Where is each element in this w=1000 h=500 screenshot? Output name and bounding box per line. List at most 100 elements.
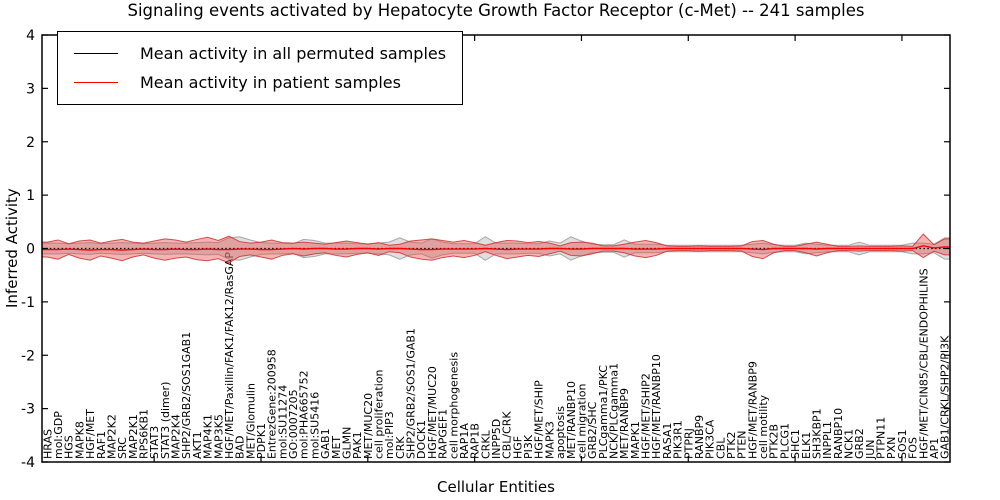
x-category-label: SHC1 <box>789 429 802 459</box>
x-category-label: HGF/MET/RANBP10 <box>650 354 663 459</box>
x-category-label: HGF <box>511 436 524 459</box>
x-category-label: RANBP10 <box>832 408 845 459</box>
x-category-label: AKT1 <box>191 431 204 459</box>
x-category-label: MAPK1 <box>629 421 642 459</box>
x-category-label: HGF/MET/Paxillin/FAK1/FAK12/RasGAP <box>223 252 236 459</box>
x-category-label: INPPL1 <box>821 421 834 459</box>
x-category-label: GRB2/SHC <box>586 401 599 459</box>
x-category-label: NCK/PLCgamma1 <box>608 363 621 459</box>
y-tick-label: 2 <box>26 135 35 151</box>
y-axis-label: Inferred Activity <box>3 188 21 309</box>
x-category-label: SOS1 <box>896 429 909 459</box>
x-category-label: GRB2 <box>853 428 866 459</box>
chart-title: Signaling events activated by Hepatocyte… <box>127 1 865 20</box>
legend-label: Mean activity in patient samples <box>140 73 401 92</box>
x-category-label: PAK1 <box>351 431 364 459</box>
x-category-label: HGF/MET/SHIP <box>533 380 546 459</box>
x-category-label: BAD <box>234 435 247 459</box>
x-category-label: cell proliferation <box>372 369 385 459</box>
legend-item-permuted: Mean activity in all permuted samples <box>74 39 446 68</box>
x-category-label: cell morphogenesis <box>447 352 460 459</box>
y-tick-label: 1 <box>26 188 35 204</box>
x-category-label: SH3KBP1 <box>810 408 823 459</box>
x-category-label: PIK3CA <box>704 419 717 459</box>
x-category-label: HGS <box>63 435 76 459</box>
x-category-label: RAP1A <box>458 423 471 459</box>
x-category-label: FOS <box>907 437 920 459</box>
x-category-label: mol:PIP3 <box>383 411 396 459</box>
x-category-label: RASA1 <box>661 423 674 459</box>
x-category-label: HGF/MET/MUC20 <box>426 366 439 459</box>
x-category-label: mol:SU11274 <box>276 385 289 459</box>
x-category-label: PTK2 <box>725 431 738 459</box>
x-category-label: ELK1 <box>800 432 813 459</box>
x-category-label: MET <box>330 436 343 459</box>
x-category-label: cell motility <box>757 394 770 459</box>
x-category-label: PDPK1 <box>255 423 268 459</box>
x-category-label: MAP2K1 <box>127 414 140 459</box>
legend: Mean activity in all permuted samples Me… <box>57 31 464 105</box>
x-category-label: cell migration <box>575 383 588 459</box>
y-tick-label: 3 <box>26 81 35 97</box>
x-category-label: PIK3R1 <box>672 420 685 459</box>
x-category-label: RAPGEF1 <box>437 409 450 459</box>
x-category-label: PTPN11 <box>875 417 888 459</box>
legend-line-sample-black <box>74 53 118 54</box>
x-category-label: PXN <box>885 437 898 459</box>
x-category-label: RANBP9 <box>693 415 706 459</box>
x-category-label: MAP2K2 <box>105 414 118 459</box>
x-category-label: NCK1 <box>843 429 856 459</box>
legend-label: Mean activity in all permuted samples <box>140 44 447 63</box>
x-category-label: apoptosis <box>554 406 567 459</box>
y-tick-label: -2 <box>21 348 35 364</box>
x-category-label: mol:SU5416 <box>308 392 321 459</box>
x-category-label: CBL <box>714 437 727 459</box>
x-category-label: GAB1/CRKL/SHP2/PI3K <box>939 335 952 459</box>
x-axis-label: Cellular Entities <box>437 478 555 496</box>
x-category-label: PTEN <box>736 430 749 459</box>
x-category-label: MAPK8 <box>73 421 86 459</box>
x-category-label: PTK2B <box>768 424 781 459</box>
x-category-label: RAF1 <box>95 431 108 459</box>
x-category-label: HGF/MET/RANBP9 <box>746 361 759 459</box>
x-category-label: SHP2/GRB2/SOS1/GAB1 <box>405 328 418 459</box>
y-tick-label: 4 <box>26 28 35 44</box>
x-category-label: mol:GDP <box>52 411 65 459</box>
x-category-label: MAP3K5 <box>212 414 225 459</box>
x-category-label: JUN <box>864 439 877 460</box>
y-tick-label: -3 <box>21 402 35 418</box>
x-category-label: SRC <box>116 437 129 459</box>
x-category-label: STAT3 <box>148 426 161 459</box>
x-category-label: STAT3 (dimer) <box>159 382 172 459</box>
x-category-label: PLCG1 <box>778 423 791 459</box>
legend-line-sample-red <box>74 82 118 83</box>
x-category-label: PLCgamma1/PKC <box>597 365 610 459</box>
x-category-label: PI3K <box>522 434 535 459</box>
x-category-label: HGF/MET/CIN85/CBL/ENDOPHILINS <box>917 268 930 459</box>
x-category-label: MET/MUC20 <box>362 393 375 459</box>
x-category-label: HGF/MET/SHIP2 <box>640 373 653 459</box>
x-category-label: GLMN <box>340 427 353 459</box>
x-category-label: MET/Glomulin <box>244 383 257 459</box>
x-category-label: GO:0007205 <box>287 389 300 459</box>
y-tick-label: -4 <box>21 455 35 471</box>
x-category-label: RPS6KB1 <box>137 409 150 459</box>
x-category-label: MAPK3 <box>543 421 556 459</box>
x-category-label: CRK <box>394 436 407 459</box>
x-category-label: HGF/MET <box>84 409 97 459</box>
x-category-label: PTPRJ <box>682 428 695 459</box>
x-category-label: CRKL <box>479 429 492 459</box>
x-category-label: HRAS <box>41 429 54 459</box>
x-category-label: MAP4K1 <box>202 414 215 459</box>
x-category-label: CBL/CRK <box>501 411 514 459</box>
y-tick-label: 0 <box>26 242 35 258</box>
x-category-label: DOCK1 <box>415 420 428 459</box>
y-tick-label: -1 <box>21 295 35 311</box>
x-category-label: GAB1 <box>319 428 332 459</box>
x-category-label: mol:PHA665752 <box>298 370 311 459</box>
x-category-label: AP1 <box>928 438 941 459</box>
x-category-label: INPP5D <box>490 419 503 459</box>
x-category-label: MET/RANBP9 <box>618 388 631 459</box>
legend-item-patient: Mean activity in patient samples <box>74 68 446 97</box>
